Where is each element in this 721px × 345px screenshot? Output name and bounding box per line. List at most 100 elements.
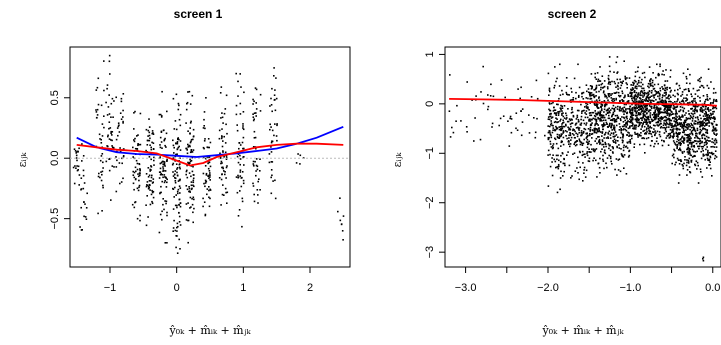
- scatter-point: [571, 108, 573, 111]
- scatter-point: [623, 96, 625, 99]
- scatter-point: [595, 137, 598, 140]
- scatter-point: [702, 145, 705, 148]
- scatter-point: [613, 98, 615, 100]
- scatter-point: [703, 117, 706, 120]
- scatter-point: [255, 108, 258, 110]
- scatter-point: [689, 133, 691, 135]
- scatter-point: [658, 101, 660, 104]
- scatter-point: [701, 105, 704, 107]
- scatter-point: [688, 141, 691, 144]
- scatter-point: [687, 88, 690, 90]
- scatter-point: [252, 119, 255, 122]
- scatter-point: [609, 134, 612, 136]
- scatter-point: [699, 80, 701, 83]
- scatter-point: [576, 133, 579, 136]
- scatter-point: [622, 134, 625, 137]
- scatter-point: [582, 130, 585, 133]
- scatter-point: [583, 166, 586, 169]
- scatter-point: [679, 132, 681, 134]
- scatter-point: [714, 150, 717, 152]
- scatter-point: [647, 91, 649, 94]
- scatter-point: [692, 105, 695, 107]
- scatter-point: [163, 138, 166, 141]
- scatter-point: [567, 151, 569, 153]
- scatter-point: [653, 94, 656, 97]
- scatter-point: [605, 121, 608, 124]
- scatter-point: [189, 160, 192, 163]
- scatter-point: [596, 128, 598, 130]
- scatter-point: [658, 109, 661, 111]
- scatter-point: [616, 71, 619, 73]
- scatter-point: [255, 102, 257, 104]
- scatter-point: [226, 191, 229, 194]
- scatter-point: [663, 74, 665, 76]
- scatter-point: [193, 185, 195, 188]
- scatter-point: [564, 130, 567, 132]
- scatter-point: [687, 128, 689, 130]
- y-tick-label: −0.5: [49, 208, 61, 230]
- scatter-point: [686, 124, 688, 126]
- scatter-point: [601, 131, 604, 133]
- scatter-point: [106, 87, 108, 90]
- scatter-point: [686, 134, 689, 137]
- scatter-point: [668, 108, 671, 110]
- scatter-point: [676, 123, 679, 125]
- scatter-point: [547, 118, 550, 120]
- scatter-point: [643, 89, 646, 92]
- scatter-point: [613, 80, 616, 83]
- scatter-point: [706, 154, 709, 157]
- scatter-point: [549, 140, 552, 143]
- scatter-point: [602, 91, 605, 94]
- scatter-point: [624, 111, 626, 113]
- scatter-point: [697, 123, 699, 125]
- scatter-point: [188, 144, 191, 147]
- scatter-point: [667, 105, 669, 108]
- scatter-point: [520, 110, 522, 112]
- scatter-point: [220, 137, 223, 140]
- scatter-point: [619, 107, 621, 109]
- scatter-point: [652, 85, 654, 88]
- scatter-point: [701, 137, 704, 139]
- scatter-point: [166, 110, 168, 113]
- scatter-point: [680, 142, 682, 145]
- scatter-point: [645, 107, 647, 109]
- scatter-point: [139, 169, 141, 172]
- scatter-point: [257, 180, 259, 183]
- scatter-point: [659, 112, 662, 114]
- scatter-point: [658, 112, 661, 114]
- scatter-point: [669, 122, 672, 125]
- scatter-point: [274, 98, 276, 101]
- scatter-point: [674, 113, 677, 115]
- scatter-point: [600, 88, 602, 91]
- scatter-point: [601, 126, 604, 128]
- scatter-point: [657, 118, 660, 121]
- scatter-point: [187, 241, 189, 244]
- scatter-point: [611, 80, 613, 83]
- scatter-point: [610, 160, 612, 163]
- scatter-point: [552, 154, 554, 156]
- scatter-point: [713, 133, 716, 135]
- scatter-point: [672, 94, 674, 97]
- scatter-point: [551, 116, 554, 118]
- scatter-point: [693, 140, 696, 142]
- scatter-point: [701, 108, 703, 110]
- scatter-point: [661, 139, 663, 142]
- scatter-point: [577, 63, 579, 66]
- scatter-point: [603, 137, 605, 139]
- scatter-point: [160, 141, 163, 143]
- scatter-point: [620, 109, 622, 112]
- scatter-point: [587, 106, 589, 108]
- scatter-point: [220, 178, 223, 181]
- scatter-point: [235, 113, 238, 116]
- scatter-point: [192, 165, 194, 168]
- scatter-point: [695, 135, 698, 137]
- scatter-point: [617, 82, 620, 84]
- scatter-point: [666, 126, 668, 128]
- scatter-point: [164, 170, 167, 172]
- scatter-point: [572, 153, 574, 155]
- scatter-point: [178, 198, 181, 201]
- scatter-point: [78, 174, 81, 176]
- scatter-point: [561, 107, 564, 109]
- scatter-point: [189, 127, 191, 129]
- scatter-point: [683, 131, 685, 134]
